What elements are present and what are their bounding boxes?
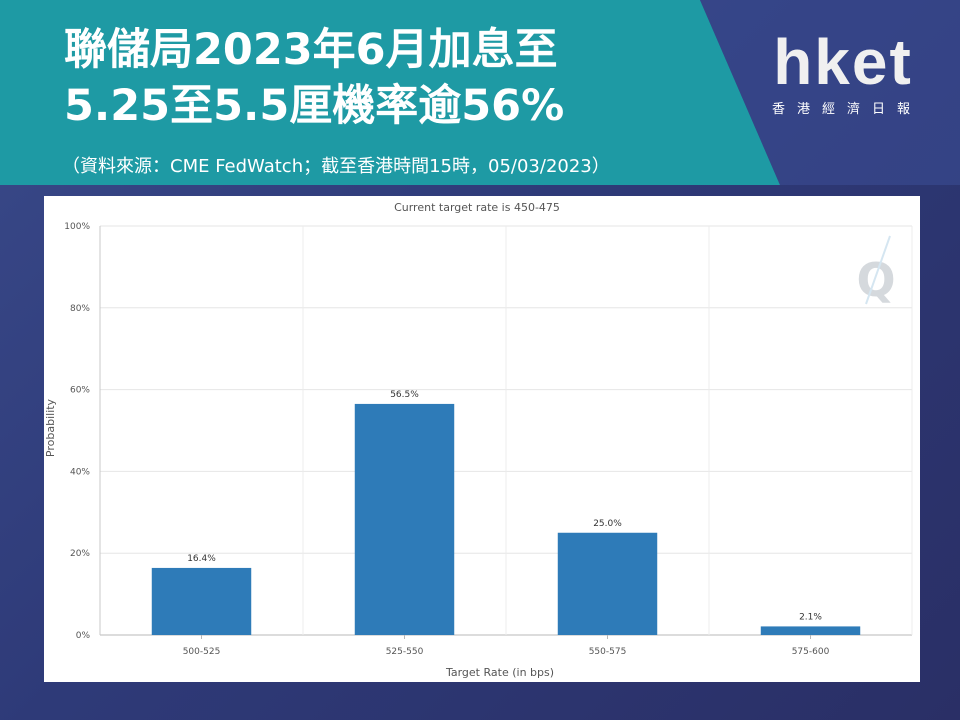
watermark-q-icon: Q (856, 235, 896, 307)
y-tick-label: 80% (70, 304, 90, 314)
banner-shape (0, 0, 960, 185)
banner-dark-shape (700, 0, 960, 185)
y-tick-label: 40% (70, 467, 90, 477)
hket-logo: hket 香港經濟日報 (758, 30, 928, 117)
data-label: 2.1% (799, 612, 822, 622)
chart-panel: Current target rate is 450-475 0% 20% 40% 6… (44, 196, 920, 682)
header-banner: 聯儲局2023年6月加息至 5.25至5.5厘機率逾56% （資料來源：CME … (0, 0, 960, 185)
y-tick-label: 60% (70, 386, 90, 396)
chart-title: Current target rate is 450-475 (394, 201, 560, 214)
grid-lines (99, 225, 913, 636)
logo-subtitle: 香港經濟日報 (771, 102, 922, 117)
bar (557, 532, 658, 635)
title-line-2: 5.25至5.5厘機率逾56% (64, 81, 565, 131)
data-label: 16.4% (187, 554, 216, 564)
svg-text:Q: Q (856, 253, 895, 307)
bars-group: 16.4% 56.5% 25.0% 2.1% (151, 390, 861, 635)
y-tick-label: 20% (70, 549, 90, 559)
x-tick-label: 550-575 (589, 647, 627, 657)
x-axis-ticks: 500-525 525-550 550-575 575-600 (183, 635, 830, 657)
x-axis-label: Target Rate (in bps) (445, 666, 554, 679)
bar (760, 626, 861, 635)
page-title: 聯儲局2023年6月加息至 5.25至5.5厘機率逾56% (64, 22, 564, 134)
x-tick-label: 525-550 (386, 647, 424, 657)
bar (151, 567, 252, 635)
bar-chart: Current target rate is 450-475 0% 20% 40% 6… (44, 201, 913, 679)
y-axis-ticks: 0% 20% 40% 60% 80% 100% (64, 222, 90, 641)
banner-teal-shape (0, 0, 780, 185)
y-tick-label: 100% (64, 222, 90, 232)
bar (354, 403, 455, 635)
data-label: 25.0% (593, 519, 622, 529)
y-tick-label: 0% (76, 631, 91, 641)
logo-wordmark: hket (773, 26, 913, 98)
title-line-1: 聯儲局2023年6月加息至 (64, 25, 558, 75)
y-axis-label: Probability (44, 398, 57, 457)
x-tick-label: 500-525 (183, 647, 221, 657)
data-label: 56.5% (390, 390, 419, 400)
x-tick-label: 575-600 (792, 647, 830, 657)
source-note: （資料來源：CME FedWatch；截至香港時間15時，05/03/2023） (62, 156, 610, 177)
